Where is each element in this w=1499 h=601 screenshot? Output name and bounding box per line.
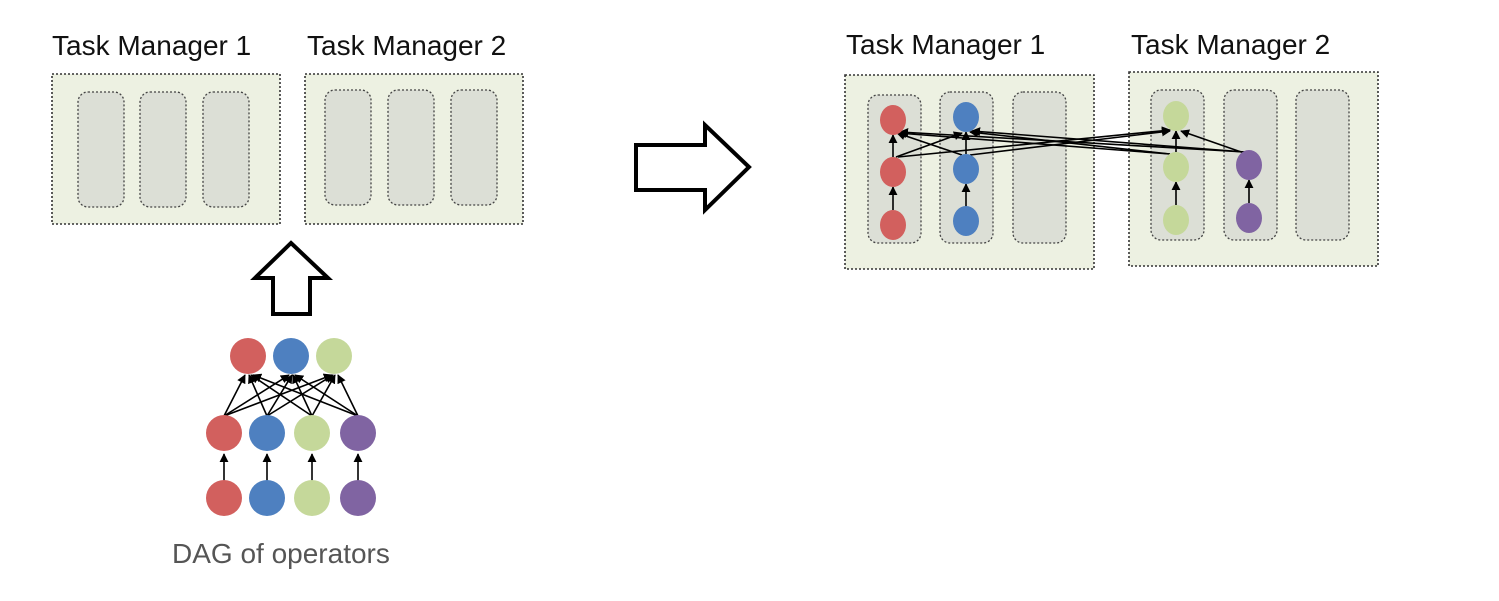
left-task-managers: Task Manager 1 Task Manager 2 — [51, 30, 524, 225]
dag-node-blue — [273, 338, 309, 374]
right-tm2-title: Task Manager 2 — [1131, 29, 1330, 60]
left-tm1-slot-3 — [202, 91, 250, 208]
dag-edge — [248, 374, 268, 417]
dag-edge — [266, 374, 293, 417]
operator-purple-middle — [1236, 150, 1262, 180]
left-tm2-slot-1 — [324, 89, 372, 206]
dag-node-blue — [249, 480, 285, 516]
transform-right-arrow — [634, 120, 752, 215]
dag-node-red — [230, 338, 266, 374]
left-tm2-title: Task Manager 2 — [307, 30, 506, 61]
dag-graph — [206, 338, 376, 516]
operator-green-top — [1163, 101, 1189, 131]
dag-node-blue — [249, 415, 285, 451]
left-tm2-slot-2 — [387, 89, 435, 206]
dag-edge — [223, 374, 246, 417]
dag-edge — [337, 374, 359, 417]
left-tm1-slot-2 — [139, 91, 187, 208]
left-tm2-slot-3 — [450, 89, 498, 206]
operator-edge — [971, 127, 1246, 153]
dag-edge — [223, 374, 290, 417]
operator-red-bottom — [880, 210, 906, 240]
dag-node-red — [206, 415, 242, 451]
right-tm1-title: Task Manager 1 — [846, 29, 1045, 60]
operator-edge — [899, 127, 1246, 153]
left-tm1-slot-1 — [77, 91, 125, 208]
operator-edge — [897, 129, 1171, 155]
dag-edge — [223, 373, 333, 417]
operator-green-middle — [1163, 152, 1189, 182]
deployed-operators — [880, 101, 1262, 240]
dag-node-purple — [340, 415, 376, 451]
dag-edge — [294, 374, 359, 417]
dag-node-green — [294, 480, 330, 516]
right-tm2-slot-3 — [1295, 89, 1350, 241]
dag-node-purple — [340, 480, 376, 516]
placement-up-arrow — [250, 240, 334, 316]
dag-edge — [311, 374, 336, 417]
dag-node-red — [206, 480, 242, 516]
operator-purple-bottom — [1236, 203, 1262, 233]
dag-caption: DAG of operators — [172, 538, 390, 569]
operator-blue-bottom — [953, 206, 979, 236]
operator-red-top — [880, 105, 906, 135]
operator-red-middle — [880, 157, 906, 187]
right-tm1-slot-3 — [1012, 91, 1067, 244]
dag-node-green — [294, 415, 330, 451]
operator-edge — [1180, 129, 1245, 154]
operator-blue-middle — [953, 154, 979, 184]
dag-edge — [252, 373, 359, 417]
operator-blue-top — [953, 102, 979, 132]
operator-edge — [969, 128, 1171, 155]
operator-green-bottom — [1163, 205, 1189, 235]
dag-edge — [266, 374, 334, 417]
dag-node-green — [316, 338, 352, 374]
left-tm1-title: Task Manager 1 — [52, 30, 251, 61]
